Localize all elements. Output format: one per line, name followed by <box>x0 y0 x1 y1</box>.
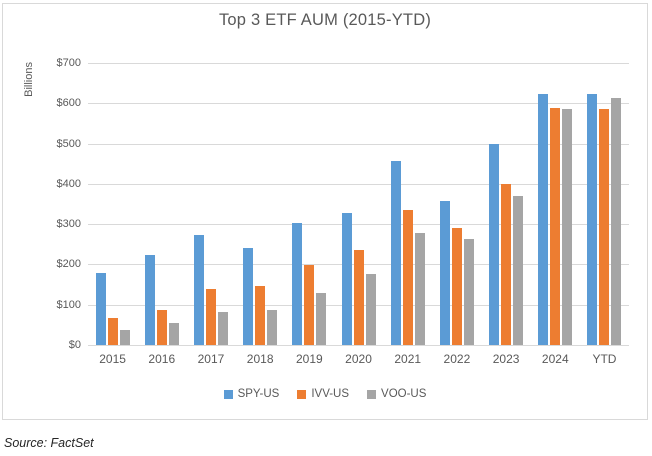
bar-SPY-US-2015 <box>95 273 106 345</box>
bar-group-2019 <box>285 63 334 345</box>
gridline-300 <box>88 224 629 225</box>
x-axis-labels: 2015 2016 2017 2018 2019 2020 2021 2022 2023 2024… <box>88 352 629 366</box>
bar-SPY-US-2021 <box>390 161 401 345</box>
x-tick-label-2024: 2024 <box>541 352 569 366</box>
source-note: Source: FactSet <box>4 436 94 450</box>
gridline-400 <box>88 184 629 185</box>
y-tick-label: $700 <box>56 57 81 69</box>
chart-title: Top 3 ETF AUM (2015-YTD) <box>218 11 432 29</box>
y-tick-label: $500 <box>56 138 81 150</box>
y-axis-labels: $0 $100 $200 $300 $400 $500 $600 $700 <box>3 57 81 351</box>
y-tick-label: $200 <box>56 258 81 270</box>
bar-VOO-US-2021 <box>414 233 425 345</box>
legend-item-SPY-US: SPY-US <box>223 388 280 400</box>
bar-VOO-US-2016 <box>168 323 179 345</box>
legend-swatch-icon <box>367 389 377 399</box>
x-tick-label-2015: 2015 <box>99 352 126 366</box>
bar-SPY-US-2018 <box>243 248 254 345</box>
bar-VOO-US-2015 <box>119 330 130 345</box>
bar-group-2024 <box>531 63 580 345</box>
x-tick-label-2018: 2018 <box>246 352 274 366</box>
y-tick-label: $400 <box>56 178 81 190</box>
bar-group-2021 <box>383 63 432 345</box>
x-tick-label-2017: 2017 <box>197 352 225 366</box>
x-tick-label-2022: 2022 <box>443 352 471 366</box>
bar-SPY-US-2017 <box>193 235 204 345</box>
bar-IVV-US-2017 <box>205 289 216 345</box>
bar-group-2016 <box>137 63 186 345</box>
bar-group-2023 <box>482 63 531 345</box>
bar-IVV-US-2015 <box>107 318 118 345</box>
bar-VOO-US-2018 <box>267 310 278 345</box>
legend-label: SPY-US <box>237 388 280 400</box>
y-tick-label: $600 <box>56 97 81 109</box>
bar-IVV-US-2022 <box>451 228 462 345</box>
legend-label: VOO-US <box>381 388 427 400</box>
bar-IVV-US-2023 <box>501 184 512 345</box>
bar-VOO-US-2023 <box>513 196 524 345</box>
bar-IVV-US-2018 <box>255 286 266 345</box>
gridline-600 <box>88 103 629 104</box>
bar-SPY-US-2016 <box>144 255 155 345</box>
bar-SPY-US-2019 <box>292 223 303 345</box>
legend-swatch-icon <box>223 389 233 399</box>
legend-item-IVV-US: IVV-US <box>297 388 349 400</box>
gridline-500 <box>88 144 629 145</box>
bar-group-2015 <box>88 63 137 345</box>
bar-IVV-US-2016 <box>156 310 167 345</box>
legend-label: IVV-US <box>311 388 350 400</box>
x-tick-label-YTD: YTD <box>592 352 617 366</box>
bar-VOO-US-YTD <box>611 98 622 345</box>
x-tick-label-2023: 2023 <box>492 352 520 366</box>
gridline-700 <box>88 63 629 64</box>
bar-IVV-US-2021 <box>402 210 413 345</box>
bar-group-2018 <box>236 63 285 345</box>
bar-VOO-US-2017 <box>217 312 228 345</box>
bar-IVV-US-2019 <box>304 265 315 345</box>
x-tick-label-2016: 2016 <box>148 352 176 366</box>
chart-frame: Top 3 ETF AUM (2015-YTD) Billions $0 $100… <box>2 3 648 420</box>
y-tick-label: $0 <box>68 339 81 351</box>
bar-VOO-US-2022 <box>463 239 474 345</box>
y-tick-label: $300 <box>56 218 81 230</box>
bar-IVV-US-2020 <box>353 250 364 345</box>
plot-area <box>88 63 629 346</box>
bar-IVV-US-YTD <box>599 109 610 345</box>
x-tick-label-2019: 2019 <box>295 352 323 366</box>
legend-swatch-icon <box>297 389 307 399</box>
bar-SPY-US-2020 <box>341 213 352 345</box>
bar-VOO-US-2024 <box>562 109 573 345</box>
bar-VOO-US-2019 <box>316 293 327 345</box>
bar-group-YTD <box>580 63 629 345</box>
y-tick-label: $100 <box>56 299 81 311</box>
bar-group-2017 <box>186 63 235 345</box>
legend-item-VOO-US: VOO-US <box>367 388 426 400</box>
bar-SPY-US-YTD <box>587 94 598 345</box>
bar-VOO-US-2020 <box>365 274 376 345</box>
x-tick-label-2020: 2020 <box>345 352 372 366</box>
bar-SPY-US-2022 <box>439 201 450 345</box>
bar-SPY-US-2024 <box>538 94 549 345</box>
bar-group-2020 <box>334 63 383 345</box>
bar-IVV-US-2024 <box>550 108 561 345</box>
x-tick-label-2021: 2021 <box>394 352 422 366</box>
bar-SPY-US-2023 <box>489 144 500 345</box>
chart-legend: SPY-US IVV-US VOO-US <box>3 388 647 400</box>
bar-group-2022 <box>432 63 481 345</box>
